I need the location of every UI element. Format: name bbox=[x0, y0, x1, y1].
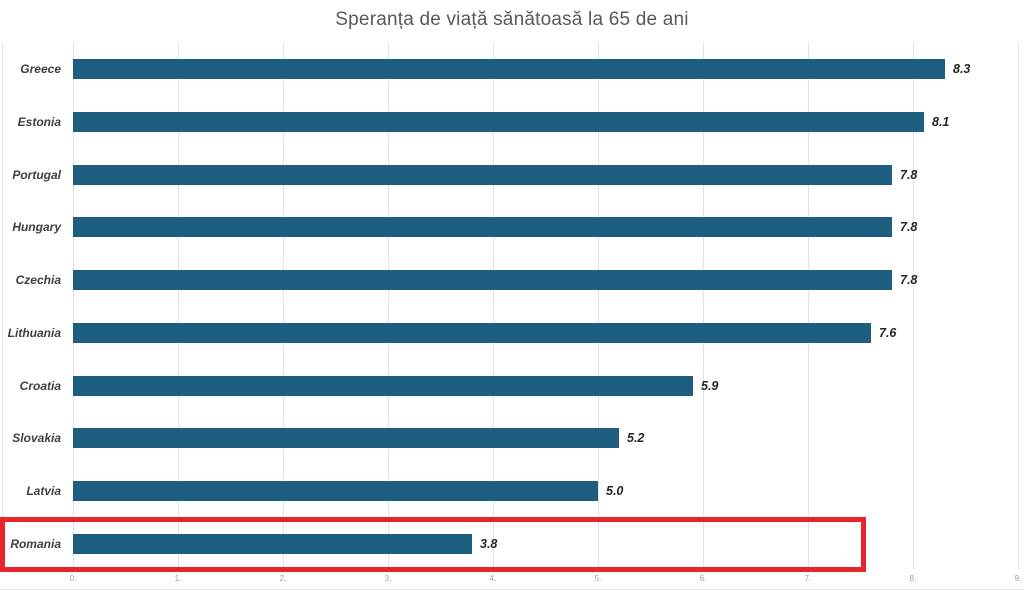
category-label-hungary: Hungary bbox=[12, 220, 61, 234]
value-label-romania: 3.8 bbox=[480, 537, 498, 551]
gridline-0 bbox=[73, 43, 74, 570]
bar-portugal bbox=[73, 165, 892, 185]
bar-latvia bbox=[73, 481, 598, 501]
gridline-2 bbox=[283, 43, 284, 570]
category-label-portugal: Portugal bbox=[12, 168, 61, 182]
gridline-7 bbox=[808, 43, 809, 570]
category-label-slovakia: Slovakia bbox=[12, 431, 61, 445]
gridline-4 bbox=[493, 43, 494, 570]
x-tick-label-8: 8. bbox=[909, 574, 917, 583]
x-tick-label-1: 1. bbox=[174, 574, 182, 583]
x-tick-label-3: 3. bbox=[384, 574, 392, 583]
gridline-6 bbox=[703, 43, 704, 570]
category-label-estonia: Estonia bbox=[17, 115, 61, 129]
category-label-greece: Greece bbox=[20, 62, 61, 76]
highlight-rectangle-romania bbox=[0, 517, 866, 572]
category-label-lithuania: Lithuania bbox=[7, 326, 61, 340]
category-label-romania: Romania bbox=[10, 537, 61, 551]
gridline-3 bbox=[388, 43, 389, 570]
category-label-croatia: Croatia bbox=[19, 379, 61, 393]
plot-left-border bbox=[2, 43, 3, 570]
category-label-latvia: Latvia bbox=[26, 484, 61, 498]
bar-estonia bbox=[73, 112, 924, 132]
x-tick-label-5: 5. bbox=[594, 574, 602, 583]
x-tick-label-9: 9. bbox=[1014, 574, 1022, 583]
bar-lithuania bbox=[73, 323, 871, 343]
x-tick-label-4: 4. bbox=[489, 574, 497, 583]
bar-romania bbox=[73, 534, 472, 554]
value-label-lithuania: 7.6 bbox=[879, 326, 897, 340]
chart-bottom-border bbox=[0, 589, 1024, 590]
x-tick-label-6: 6. bbox=[699, 574, 707, 583]
gridline-5 bbox=[598, 43, 599, 570]
bar-hungary bbox=[73, 217, 892, 237]
gridline-9 bbox=[1018, 43, 1019, 570]
x-tick-label-0: 0. bbox=[69, 574, 77, 583]
x-tick-label-2: 2. bbox=[279, 574, 287, 583]
value-label-slovakia: 5.2 bbox=[627, 431, 645, 445]
chart-title: Speranța de viață sănătoasă la 65 de ani bbox=[335, 9, 689, 30]
gridline-1 bbox=[178, 43, 179, 570]
value-label-portugal: 7.8 bbox=[900, 168, 918, 182]
bar-czechia bbox=[73, 270, 892, 290]
x-tick-label-7: 7. bbox=[804, 574, 812, 583]
bar-slovakia bbox=[73, 428, 619, 448]
value-label-greece: 8.3 bbox=[953, 62, 971, 76]
value-label-croatia: 5.9 bbox=[701, 379, 719, 393]
bar-greece bbox=[73, 59, 945, 79]
value-label-estonia: 8.1 bbox=[932, 115, 950, 129]
category-label-czechia: Czechia bbox=[15, 273, 61, 287]
value-label-latvia: 5.0 bbox=[606, 484, 624, 498]
bar-croatia bbox=[73, 376, 693, 396]
gridline-8 bbox=[913, 43, 914, 570]
value-label-hungary: 7.8 bbox=[900, 220, 918, 234]
value-label-czechia: 7.8 bbox=[900, 273, 918, 287]
